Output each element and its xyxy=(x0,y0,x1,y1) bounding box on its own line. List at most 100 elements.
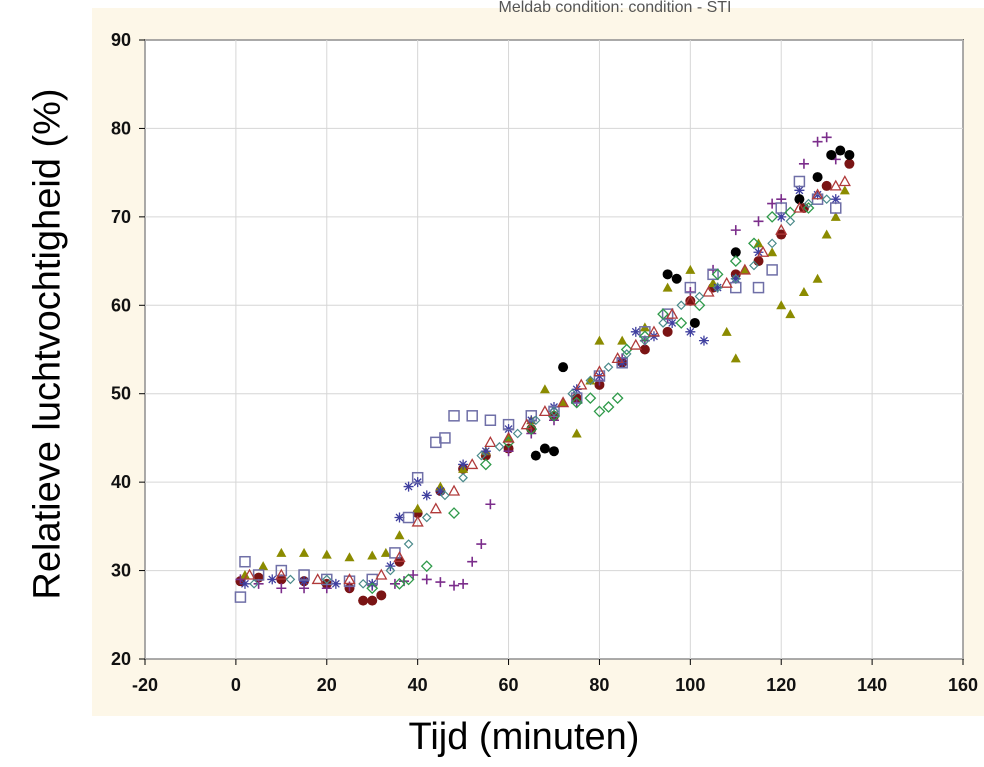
data-point xyxy=(479,458,492,471)
data-point xyxy=(330,578,341,589)
y-tick-label: 90 xyxy=(111,30,131,50)
y-tick-label: 40 xyxy=(111,472,131,492)
data-point xyxy=(756,245,770,257)
data-point xyxy=(767,247,778,257)
data-point xyxy=(629,338,642,350)
data-point xyxy=(617,335,628,345)
y-axis-label: Relatieve luchtvochtigheid (%) xyxy=(26,88,69,600)
y-tick-label: 60 xyxy=(111,295,131,315)
data-point xyxy=(793,175,806,188)
data-point xyxy=(658,318,668,328)
chart-title-fragment: Meldab condition: condition - STI xyxy=(498,0,731,16)
data-point xyxy=(766,210,779,223)
data-point xyxy=(785,309,796,319)
data-point xyxy=(243,568,256,580)
data-point xyxy=(299,547,310,557)
data-point xyxy=(480,446,491,457)
data-point xyxy=(512,428,523,439)
data-point xyxy=(298,569,310,581)
data-point xyxy=(698,335,709,346)
data-point xyxy=(826,149,837,160)
data-point xyxy=(449,580,460,591)
data-point xyxy=(712,282,723,293)
data-point xyxy=(821,132,832,143)
data-point xyxy=(638,330,651,343)
data-point xyxy=(375,568,388,580)
data-point xyxy=(694,291,705,302)
data-point xyxy=(602,401,615,413)
data-point xyxy=(525,410,538,422)
data-point xyxy=(358,578,368,589)
data-point xyxy=(530,415,541,426)
data-point xyxy=(839,185,850,195)
data-point xyxy=(798,158,809,169)
data-point xyxy=(844,149,855,160)
data-point xyxy=(812,172,823,183)
data-point xyxy=(711,268,724,281)
data-point xyxy=(684,281,697,294)
x-tick-label: 40 xyxy=(408,675,428,695)
data-point xyxy=(729,255,742,267)
data-point xyxy=(802,202,815,214)
data-point xyxy=(766,264,778,276)
data-point xyxy=(435,577,446,588)
y-tick-label: 70 xyxy=(111,207,131,227)
data-point xyxy=(548,405,560,418)
data-point xyxy=(776,211,787,222)
x-tick-label: -20 xyxy=(132,675,158,695)
data-point xyxy=(603,362,614,373)
plot-area xyxy=(144,39,964,660)
data-point xyxy=(684,294,697,306)
data-point xyxy=(276,583,287,594)
data-point xyxy=(793,201,806,213)
data-point xyxy=(403,481,414,492)
data-point xyxy=(549,406,559,417)
data-point xyxy=(556,396,570,408)
data-point xyxy=(753,216,764,227)
data-point xyxy=(239,578,250,589)
data-point xyxy=(567,388,578,399)
data-point xyxy=(494,441,505,452)
data-point xyxy=(640,335,650,346)
x-tick-label: 140 xyxy=(857,675,887,695)
data-point xyxy=(803,198,814,209)
data-point xyxy=(730,273,741,284)
data-point xyxy=(466,458,479,470)
data-point xyxy=(570,396,583,409)
data-point xyxy=(530,450,541,461)
data-point xyxy=(647,325,661,337)
data-point xyxy=(258,561,269,571)
data-point xyxy=(749,260,759,271)
data-point xyxy=(812,273,823,283)
grid-lines xyxy=(144,39,964,660)
data-point xyxy=(502,418,515,431)
data-point xyxy=(394,530,405,540)
data-point xyxy=(476,450,487,461)
data-point xyxy=(485,499,496,510)
data-point xyxy=(594,335,605,345)
data-point xyxy=(234,591,247,603)
data-point xyxy=(239,555,251,568)
data-point xyxy=(403,539,414,549)
data-point xyxy=(275,568,288,580)
data-point xyxy=(593,405,606,418)
data-point xyxy=(252,569,265,581)
data-point xyxy=(829,179,842,191)
data-point xyxy=(299,576,310,587)
data-point xyxy=(467,556,478,567)
data-point xyxy=(358,595,369,606)
x-tick-label: 160 xyxy=(948,675,978,695)
data-point xyxy=(830,194,841,205)
y-tick-label: 30 xyxy=(111,561,131,581)
data-point xyxy=(662,326,673,337)
data-point xyxy=(502,431,515,443)
data-point xyxy=(775,223,788,235)
data-point xyxy=(785,216,796,227)
data-point xyxy=(812,136,823,147)
data-point xyxy=(458,459,469,470)
data-point xyxy=(662,282,673,292)
data-point xyxy=(393,577,406,590)
data-points xyxy=(234,132,855,606)
x-tick-label: 100 xyxy=(675,675,705,695)
